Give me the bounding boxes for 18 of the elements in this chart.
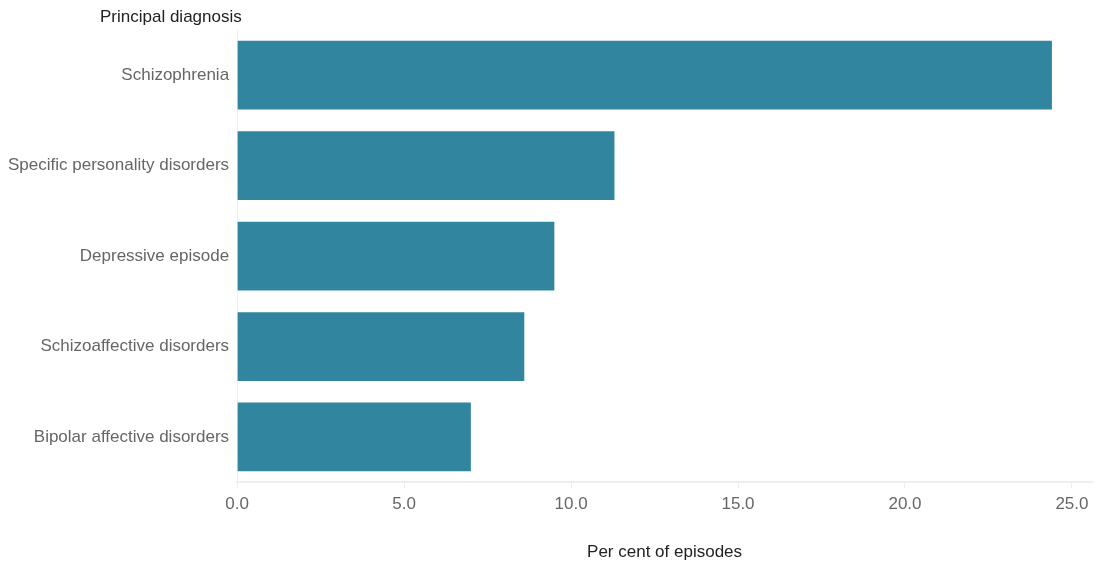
- y-tick-label: Specific personality disorders: [7, 155, 230, 175]
- bar: [237, 40, 1052, 110]
- y-tick-label: Schizophrenia: [121, 64, 230, 84]
- y-axis-title: Principal diagnosis: [100, 7, 242, 27]
- bar: [237, 221, 555, 291]
- x-tick-label: 25.0: [1055, 494, 1089, 514]
- x-tick-label: 20.0: [888, 494, 922, 514]
- x-tick-label: 0.0: [225, 494, 249, 514]
- x-tick-label: 15.0: [721, 494, 755, 514]
- x-axis-title: Per cent of episodes: [587, 542, 743, 562]
- bar: [237, 312, 525, 381]
- x-tick-label: 10.0: [554, 494, 588, 514]
- bar: [237, 131, 615, 201]
- x-tick-label: 5.0: [392, 494, 416, 514]
- y-tick-label: Bipolar affective disorders: [33, 426, 230, 446]
- y-tick-label: Schizoaffective disorders: [40, 336, 230, 356]
- bar: [237, 402, 471, 472]
- y-tick-label: Depressive episode: [79, 245, 230, 265]
